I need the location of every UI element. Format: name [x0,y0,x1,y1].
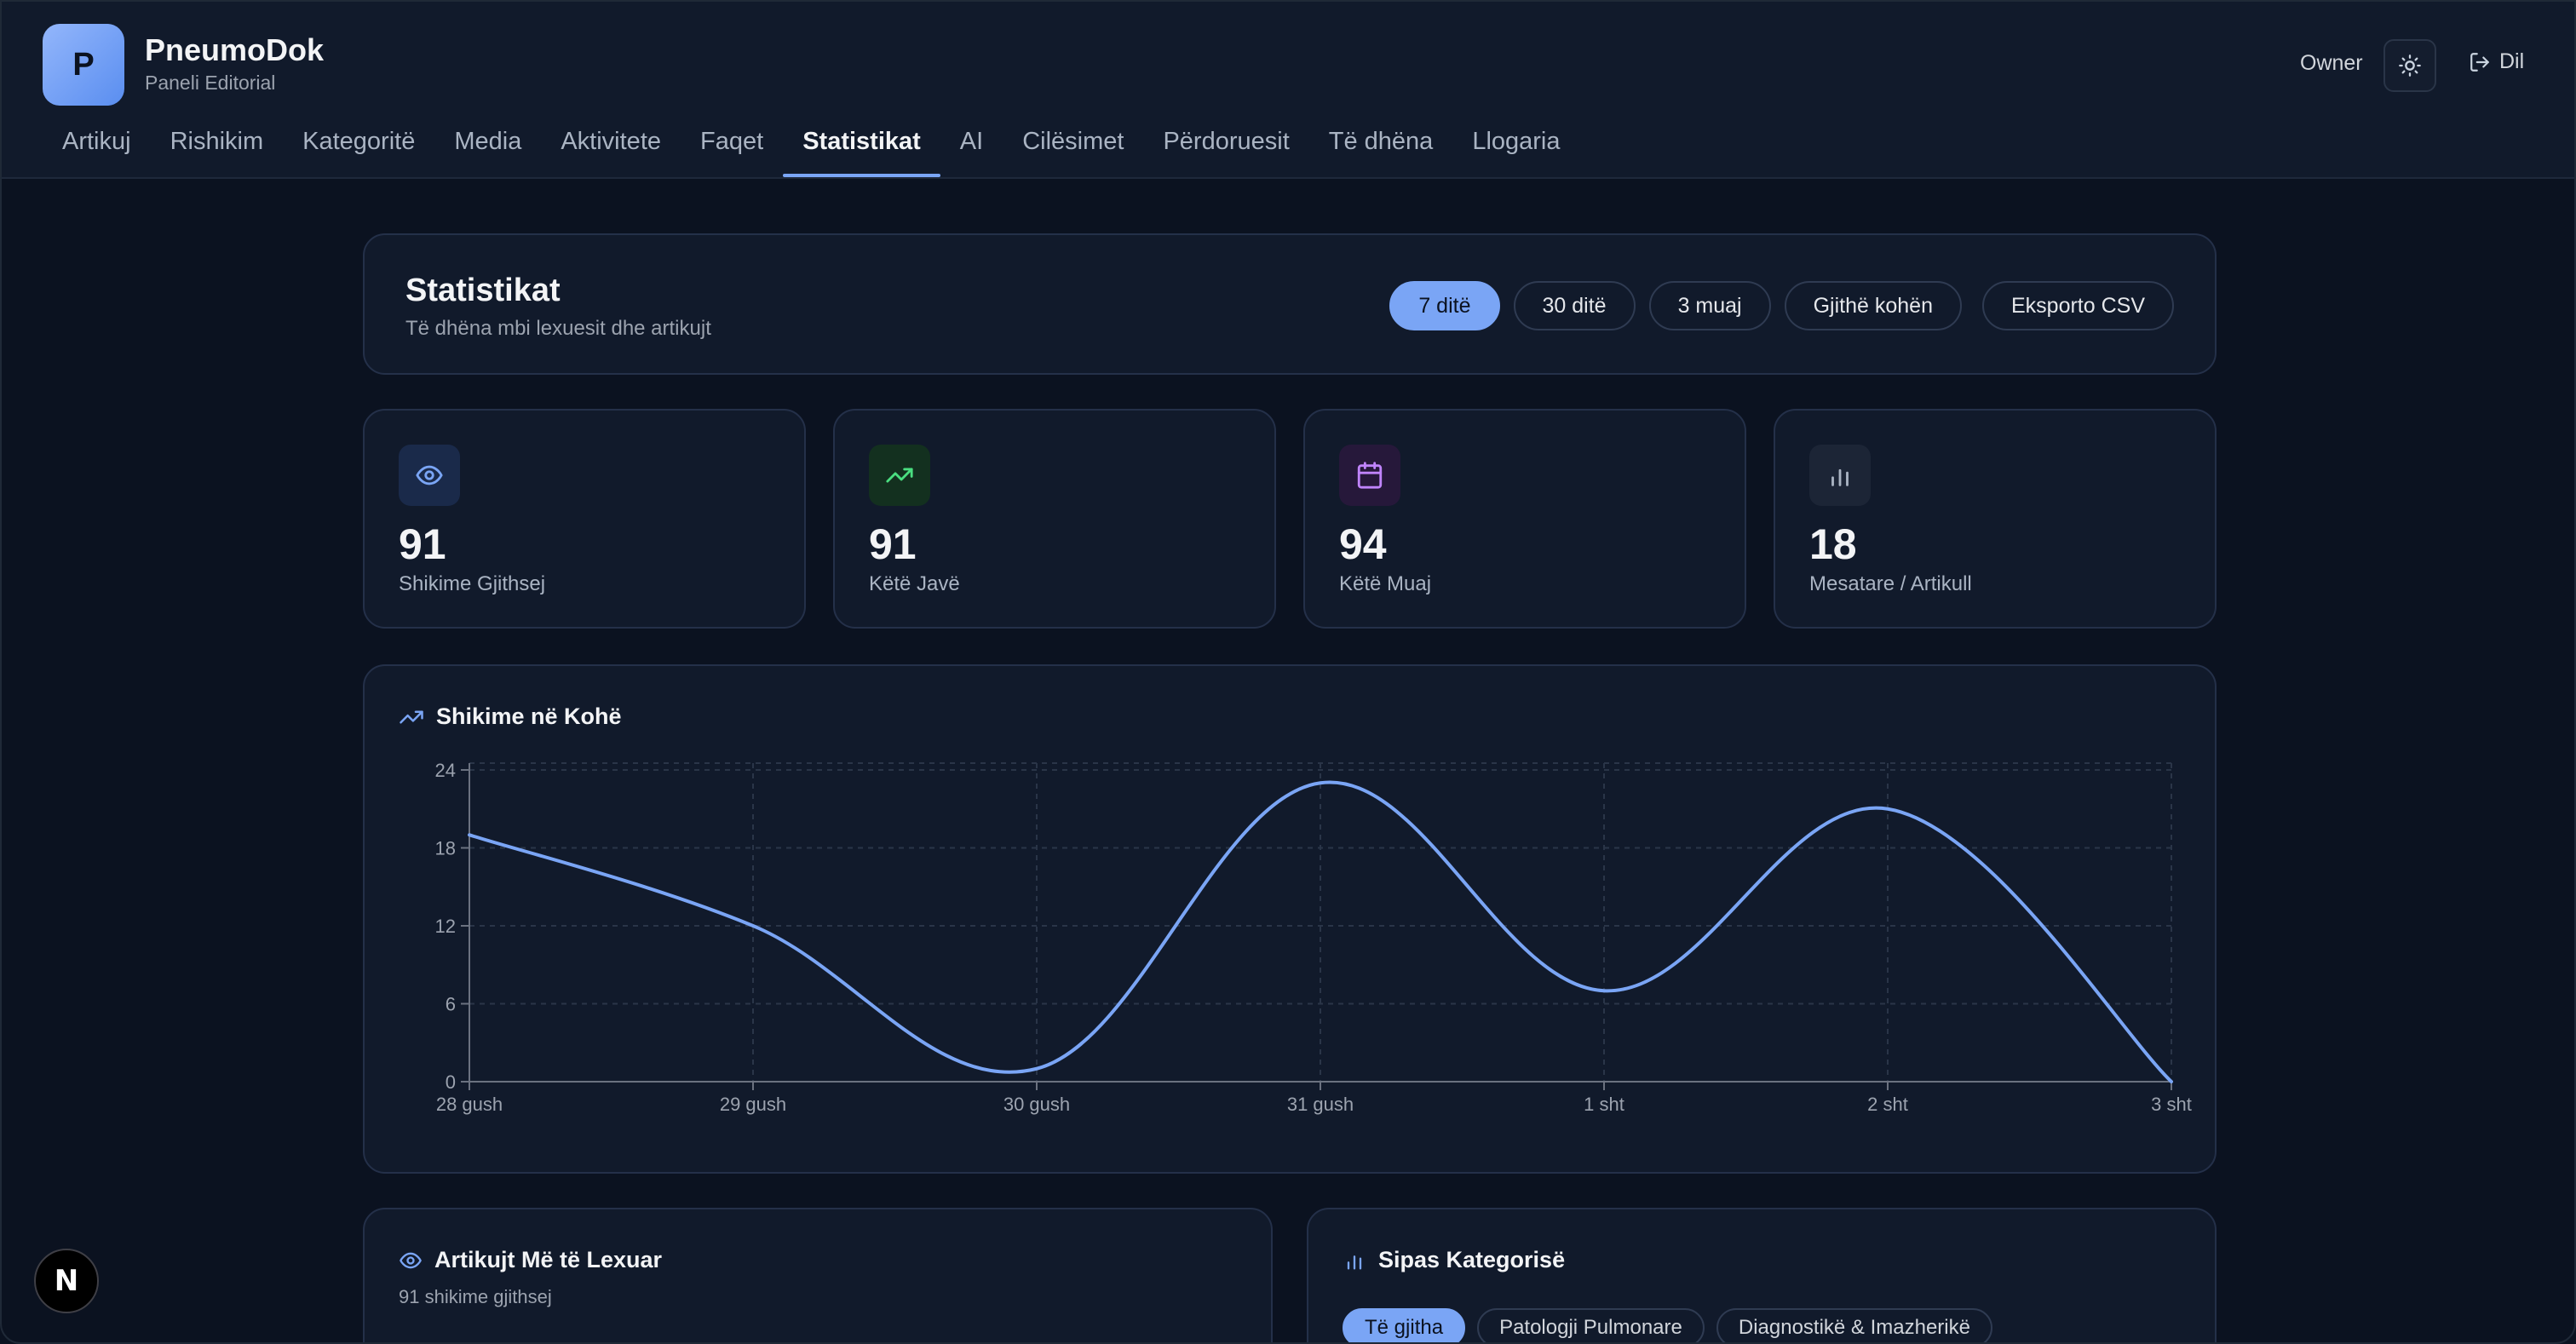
bar-chart-icon [1809,445,1871,506]
nav-item-statistikat[interactable]: Statistikat [783,121,940,177]
top-articles-subtitle: 91 shikime gjithsej [399,1286,552,1307]
logout-button[interactable]: Dil [2469,49,2524,74]
x-tick-label: 2 sht [1867,1094,1908,1115]
chart-title: Shikime në Kohë [399,704,622,730]
x-tick-label: 30 gush [1003,1094,1070,1115]
nav-item-llogaria[interactable]: Llogaria [1472,128,1561,155]
nav-item-rishikim[interactable]: Rishikim [170,128,264,155]
stat-card-total-views: 91 Shikime Gjithsej [363,409,806,629]
stat-value: 91 [399,520,446,568]
brand-subtitle: Paneli Editorial [145,72,276,94]
calendar-icon [1339,445,1400,506]
by-category-title-text: Sipas Kategorisë [1378,1247,1566,1272]
logout-label: Dil [2499,49,2525,73]
nav-item-kategorit-[interactable]: Kategoritë [302,128,416,155]
y-tick-label: 0 [446,1071,456,1093]
stat-card-this-month: 94 Këtë Muaj [1303,409,1746,629]
trending-up-icon [400,710,423,723]
stat-card-this-week: 91 Këtë Javë [833,409,1276,629]
nav-item-aktivitete[interactable]: Aktivitete [561,128,662,155]
page-header-card: Statistikat Të dhëna mbi lexuesit dhe ar… [363,233,2217,375]
x-tick-label: 3 sht [2151,1094,2192,1115]
eye-icon [399,445,460,506]
app-header: P PneumoDok Paneli Editorial Owner Dil A… [2,2,2574,179]
top-articles-card: Artikujt Më të Lexuar 91 shikime gjithse… [363,1208,1273,1342]
sun-icon [2399,55,2421,77]
eye-icon [400,1252,422,1268]
x-tick-label: 1 sht [1584,1094,1624,1115]
nav-item-ai[interactable]: AI [959,128,984,155]
top-articles-title: Artikujt Më të Lexuar [399,1247,662,1273]
stat-value: 18 [1809,520,1857,568]
category-filter-pulmonary-pathology[interactable]: Patologji Pulmonare [1477,1308,1705,1342]
stat-label: Këtë Muaj [1339,572,1432,595]
nav-item-cil-simet[interactable]: Cilësimet [1022,128,1124,155]
logout-icon [2470,52,2489,72]
bar-chart-icon [1347,1255,1362,1269]
category-filter-all[interactable]: Të gjitha [1343,1308,1466,1342]
range-3-months-button[interactable]: 3 muaj [1648,281,1771,330]
views-over-time-card: Shikime në Kohë 0 6 12 18 24 28 gush 29 gush 30… [363,664,2217,1174]
stat-card-avg-per-article: 18 Mesatare / Artikull [1774,409,2217,629]
page-title: Statistikat [405,273,561,308]
page-subtitle: Të dhëna mbi lexuesit dhe artikujt [405,317,711,340]
stat-label: Këtë Javë [869,572,960,595]
dev-tools-badge[interactable]: N [34,1249,99,1313]
category-filters: Të gjitha Patologji Pulmonare Diagnostik… [1343,1308,1992,1342]
category-filter-diagnostics-imaging[interactable]: Diagnostikë & Imazherikë [1716,1308,1992,1342]
brand-logo[interactable]: P [43,24,124,106]
line-chart: 0 6 12 18 24 28 gush 29 gush 30 gush 31 gush 1 sh… [435,760,2192,1115]
trending-up-icon [869,445,930,506]
nav-item-t-dh-na[interactable]: Të dhëna [1328,128,1434,155]
x-tick-label: 28 gush [436,1094,503,1115]
range-30-days-button[interactable]: 30 ditë [1513,281,1636,330]
y-tick-label: 12 [435,916,456,937]
theme-toggle-button[interactable] [2383,39,2436,92]
y-tick-label: 18 [435,838,456,859]
range-all-time-button[interactable]: Gjithë kohën [1784,281,1962,330]
x-tick-label: 29 gush [720,1094,786,1115]
by-category-card: Sipas Kategorisë Të gjitha Patologji Pul… [1307,1208,2217,1342]
series-line [468,780,2173,1083]
nav-item-faqet[interactable]: Faqet [700,128,764,155]
range-7-days-button[interactable]: 7 ditë [1389,281,1500,330]
by-category-title: Sipas Kategorisë [1343,1247,1565,1273]
top-articles-title-text: Artikujt Më të Lexuar [434,1247,663,1272]
chart-title-text: Shikime në Kohë [436,704,622,729]
nav-item-artikuj[interactable]: Artikuj [62,128,131,155]
x-tick-label: 31 gush [1287,1094,1354,1115]
stat-value: 94 [1339,520,1387,568]
nav-item-p-rdoruesit[interactable]: Përdoruesit [1163,128,1290,155]
user-role: Owner [2300,51,2363,75]
range-selector: 7 ditë 30 ditë 3 muaj Gjithë kohën Ekspo… [1389,281,2174,330]
y-tick-label: 6 [446,994,456,1015]
y-tick-label: 24 [435,760,456,781]
stat-label: Mesatare / Artikull [1809,572,1972,595]
stat-label: Shikime Gjithsej [399,572,546,595]
nav-item-media[interactable]: Media [454,128,522,155]
main-nav: Artikuj Rishikim Kategoritë Media Aktivitete… [43,121,1580,177]
brand-title: PneumoDok [145,32,325,67]
stat-value: 91 [869,520,917,568]
export-csv-button[interactable]: Eksporto CSV [1981,281,2174,330]
